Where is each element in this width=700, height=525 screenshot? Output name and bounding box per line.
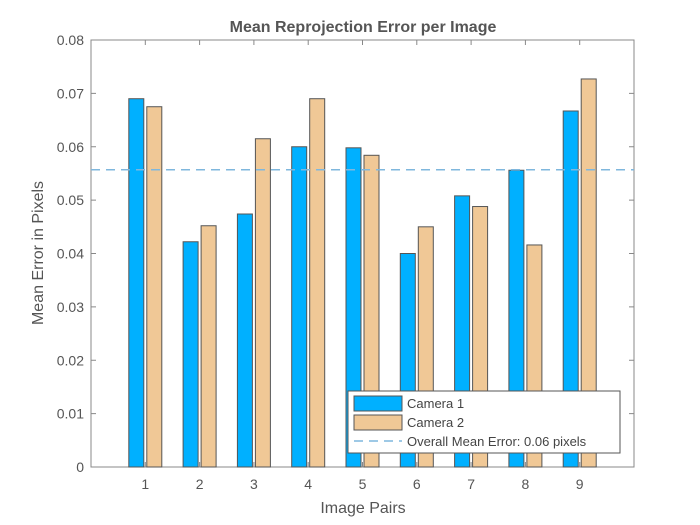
chart-title: Mean Reprojection Error per Image <box>230 19 497 36</box>
y-axis-label: Mean Error in Pixels <box>30 181 47 325</box>
x-axis-label: Image Pairs <box>320 500 405 517</box>
x-tick-label: 9 <box>576 476 584 492</box>
legend-label: Camera 2 <box>407 415 464 430</box>
y-tick-label: 0.03 <box>57 299 84 315</box>
bar-camera-1-2 <box>182 241 199 468</box>
y-tick-label: 0.08 <box>57 32 84 48</box>
legend-swatch-camera-2 <box>353 414 403 431</box>
legend: Camera 1 Camera 2 Overall Mean Error: 0.06… <box>347 390 621 454</box>
y-tick-label: 0 <box>76 459 84 475</box>
y-tick-label: 0.04 <box>57 246 84 262</box>
bar-camera-2-9 <box>580 78 597 468</box>
x-tick-label: 5 <box>359 476 367 492</box>
bar-camera-1-1 <box>128 98 145 468</box>
x-tick-label: 7 <box>467 476 475 492</box>
x-tick-label: 8 <box>522 476 530 492</box>
x-tick-label: 3 <box>250 476 258 492</box>
bar-camera-2-3 <box>254 138 271 468</box>
bar-camera-1-9 <box>562 110 579 468</box>
legend-label: Overall Mean Error: 0.06 pixels <box>407 434 587 449</box>
bar-camera-2-5 <box>363 154 380 468</box>
legend-label: Camera 1 <box>407 396 464 411</box>
y-tick-label: 0.07 <box>57 85 84 101</box>
legend-swatch-camera-1 <box>353 395 403 412</box>
y-tick-label: 0.02 <box>57 352 84 368</box>
x-tick-label: 1 <box>141 476 149 492</box>
y-tick-label: 0.05 <box>57 192 84 208</box>
bar-camera-2-2 <box>200 225 217 468</box>
x-tick-label: 2 <box>196 476 204 492</box>
y-tick-label: 0.06 <box>57 139 84 155</box>
y-tick-label: 0.01 <box>57 406 84 422</box>
bar-camera-1-5 <box>345 147 362 468</box>
bar-camera-1-3 <box>236 213 253 468</box>
x-tick-label: 4 <box>304 476 312 492</box>
bar-camera-2-4 <box>309 98 326 468</box>
bar-camera-2-1 <box>146 106 163 468</box>
x-tick-label: 6 <box>413 476 421 492</box>
bar-camera-1-4 <box>291 146 308 468</box>
